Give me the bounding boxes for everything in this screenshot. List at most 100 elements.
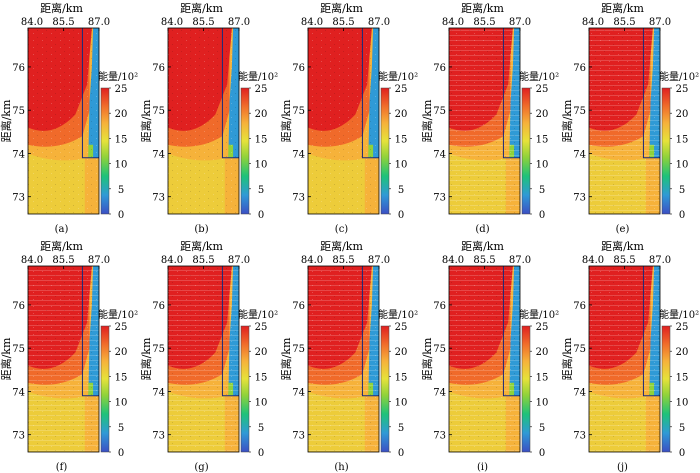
y-tick-label: 76	[292, 301, 305, 312]
x-tick-label: 84.0	[582, 255, 604, 266]
colorbar-tick-label: 25	[115, 84, 128, 95]
colorbar-tick-label: 20	[255, 347, 268, 358]
colorbar-label: 能量/10²	[378, 70, 418, 83]
colorbar-tick-label: 15	[255, 372, 268, 383]
colorbar-tick-label: 5	[118, 185, 124, 196]
panel-caption: (h)	[334, 462, 348, 473]
x-tick-label: 85.5	[192, 255, 214, 266]
panel-caption: (a)	[55, 224, 69, 235]
y-tick-label: 74	[12, 387, 25, 398]
colorbar-tick-label: 25	[536, 322, 549, 333]
colorbar-tick-label: 20	[536, 347, 549, 358]
x-axis-label: 距离/km	[40, 1, 83, 15]
y-tick-label: 75	[292, 344, 305, 355]
colorbar-tick-label: 25	[255, 322, 268, 333]
colorbar-tick-label: 10	[536, 398, 549, 409]
y-tick-label: 74	[573, 387, 586, 398]
panel-caption: (j)	[617, 462, 628, 473]
heatmap-stripes	[308, 266, 379, 452]
colorbar-tick-label: 15	[115, 372, 128, 383]
colorbar-tick-label: 20	[395, 347, 408, 358]
colorbar-label: 能量/10²	[378, 308, 418, 321]
colorbar-tick-label: 10	[676, 160, 689, 171]
x-tick-label: 84.0	[301, 255, 323, 266]
panel-caption: (g)	[194, 462, 208, 473]
y-tick-label: 76	[12, 301, 25, 312]
y-tick-label: 73	[433, 193, 446, 204]
y-tick-label: 75	[292, 106, 305, 117]
heatmap-stripes	[28, 266, 99, 452]
colorbar	[240, 325, 250, 453]
colorbar-tick-label: 15	[676, 372, 689, 383]
y-axis-label: 距离/km	[420, 337, 434, 380]
x-tick-label: 85.5	[613, 17, 635, 28]
y-axis-label: 距离/km	[139, 99, 153, 142]
colorbar-tick-label: 25	[676, 322, 689, 333]
x-tick-label: 84.0	[442, 17, 464, 28]
colorbar-tick-label: 10	[115, 398, 128, 409]
x-axis-label: 距离/km	[601, 239, 644, 253]
y-tick-label: 76	[433, 301, 446, 312]
region-outline	[642, 266, 660, 397]
colorbar	[521, 87, 531, 215]
colorbar-tick-label: 0	[258, 448, 264, 459]
x-axis-label: 距离/km	[180, 239, 223, 253]
y-tick-label: 76	[292, 63, 305, 74]
colorbar-tick-label: 5	[539, 185, 545, 196]
x-axis-label: 距离/km	[320, 1, 363, 15]
colorbar-tick-label: 5	[258, 423, 264, 434]
x-axis-label: 距离/km	[320, 239, 363, 253]
x-tick-label: 85.5	[613, 255, 635, 266]
y-tick-label: 73	[573, 193, 586, 204]
colorbar-tick-label: 0	[258, 210, 264, 221]
colorbar-tick-label: 15	[536, 372, 549, 383]
y-axis-label: 距离/km	[420, 99, 434, 142]
colorbar-tick-label: 10	[395, 398, 408, 409]
y-axis-label: 距离/km	[0, 337, 13, 380]
colorbar-label: 能量/10²	[659, 308, 699, 321]
y-tick-label: 74	[433, 149, 446, 160]
x-tick-label: 84.0	[21, 255, 43, 266]
y-axis-label: 距离/km	[560, 337, 574, 380]
colorbar-tick-label: 5	[679, 185, 685, 196]
x-tick-label: 84.0	[21, 17, 43, 28]
x-tick-label: 85.5	[332, 255, 354, 266]
panel-caption: (f)	[56, 462, 68, 473]
y-axis-label: 距离/km	[0, 99, 13, 142]
y-tick-label: 73	[12, 431, 25, 442]
x-tick-label: 85.5	[192, 17, 214, 28]
colorbar-label: 能量/10²	[98, 308, 138, 321]
colorbar-tick-label: 5	[539, 423, 545, 434]
y-tick-label: 74	[433, 387, 446, 398]
heatmap-stripes	[449, 266, 520, 452]
colorbar-tick-label: 5	[398, 423, 404, 434]
colorbar-tick-label: 10	[115, 160, 128, 171]
x-tick-label: 84.0	[442, 255, 464, 266]
heatmap-stripes	[589, 28, 660, 214]
x-tick-label: 87.0	[509, 255, 531, 266]
colorbar-tick-label: 25	[536, 84, 549, 95]
x-tick-label: 85.5	[52, 255, 74, 266]
colorbar-tick-label: 0	[679, 448, 685, 459]
panel-caption: (c)	[335, 224, 349, 235]
y-axis-label: 距离/km	[279, 337, 293, 380]
y-tick-label: 75	[433, 106, 446, 117]
x-tick-label: 84.0	[161, 255, 183, 266]
colorbar	[240, 87, 250, 215]
colorbar-tick-label: 10	[255, 398, 268, 409]
colorbar-label: 能量/10²	[519, 308, 559, 321]
x-axis-label: 距离/km	[601, 1, 644, 15]
colorbar-tick-label: 25	[395, 84, 408, 95]
panel-caption: (b)	[194, 224, 208, 235]
colorbar-tick-label: 20	[255, 109, 268, 120]
colorbar	[380, 325, 390, 453]
y-axis-label: 距离/km	[279, 99, 293, 142]
y-tick-label: 76	[433, 63, 446, 74]
